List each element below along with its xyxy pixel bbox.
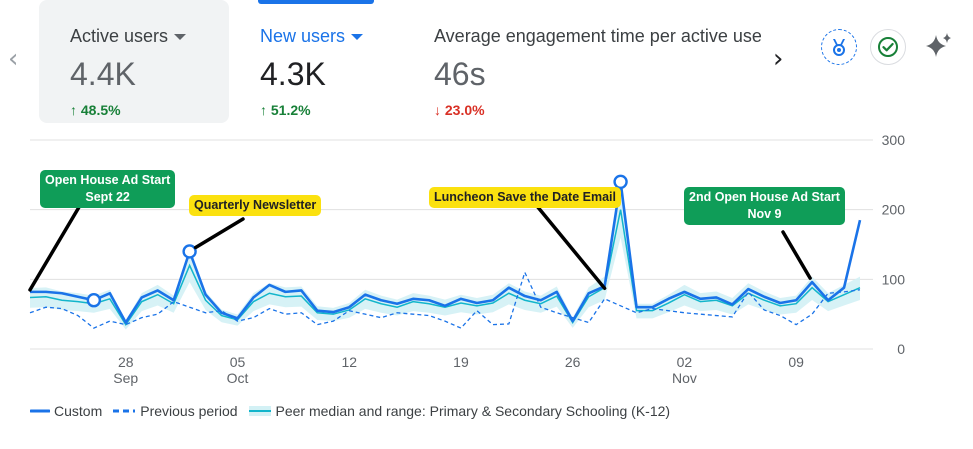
- metric-label[interactable]: Active users: [70, 26, 187, 47]
- x-tick-label: 12: [341, 354, 357, 370]
- leader-newsletter: [193, 217, 245, 250]
- metric-label: Average engagement time per active use: [434, 26, 761, 46]
- check-circle-icon[interactable]: [870, 29, 906, 65]
- legend-item-custom[interactable]: Custom: [30, 403, 102, 419]
- annotation-open-house: Open House Ad Start Sept 22: [40, 170, 176, 208]
- x-tick-label: 19: [453, 354, 469, 370]
- x-tick-label: 09: [788, 354, 804, 370]
- series-custom: [30, 180, 862, 324]
- legend-dashed-swatch: [113, 409, 136, 413]
- x-tick-month-label: Nov: [672, 370, 697, 386]
- metric-card-new-users[interactable]: New users 4.3K ↑ 51.2%: [229, 0, 419, 123]
- legend-solid-swatch: [30, 409, 50, 413]
- chart-legend: Custom Previous period Peer median and r…: [30, 403, 680, 419]
- arrow-up-icon: ↑: [70, 102, 77, 118]
- metric-change: ↑ 51.2%: [260, 102, 311, 118]
- x-tick-label: 02: [677, 354, 693, 370]
- x-tick-label: 28: [118, 354, 134, 370]
- metric-value: 4.3K: [260, 56, 326, 92]
- leader-luncheon: [530, 198, 607, 291]
- y-tick-label: 0: [897, 341, 905, 357]
- arrow-up-icon: ↑: [260, 102, 267, 118]
- chart-markers: [86, 174, 628, 308]
- selected-tab-indicator: [258, 0, 374, 4]
- x-tick-month-label: Sep: [113, 370, 138, 386]
- peer-range-area: [30, 184, 860, 330]
- y-tick-label: 300: [882, 132, 906, 148]
- data-point-marker: [613, 174, 628, 189]
- chevron-down-icon: [174, 34, 187, 41]
- metric-card-engagement-time[interactable]: Average engagement time per active use 4…: [419, 0, 761, 123]
- series-peer-median: [29, 209, 861, 326]
- series-previous-period: [29, 270, 861, 329]
- metric-card-active-users[interactable]: Active users 4.4K ↑ 48.5%: [39, 0, 229, 123]
- scroll-left-icon[interactable]: ‹: [8, 44, 19, 74]
- data-point-marker: [86, 293, 102, 308]
- metric-change: ↑ 48.5%: [70, 102, 121, 118]
- annotation-luncheon-email: Luncheon Save the Date Email: [429, 187, 621, 208]
- legend-item-previous-period[interactable]: Previous period: [112, 403, 238, 419]
- metric-change: ↓ 23.0%: [434, 102, 485, 118]
- y-axis-ticks: 0 100 200 300: [882, 132, 906, 357]
- metric-label[interactable]: New users: [260, 26, 364, 47]
- leader-second-open-house: [781, 230, 812, 280]
- annotation-second-open-house: 2nd Open House Ad Start Nov 9: [684, 187, 845, 225]
- metric-value: 4.4K: [70, 56, 136, 92]
- annotation-quarterly-newsletter: Quarterly Newsletter: [189, 195, 322, 216]
- x-tick-label: 26: [565, 354, 581, 370]
- legend-item-peer[interactable]: Peer median and range: Primary & Seconda…: [248, 403, 670, 419]
- metric-value: 46s: [434, 56, 486, 92]
- leader-open-house: [28, 195, 87, 292]
- chart-series: [29, 180, 862, 329]
- chevron-down-icon: [351, 34, 364, 41]
- badge-icon[interactable]: [821, 29, 857, 65]
- x-tick-month-label: Oct: [227, 370, 249, 386]
- y-tick-label: 200: [882, 202, 906, 218]
- scroll-right-icon[interactable]: ›: [773, 44, 784, 74]
- annotation-leader-lines: [28, 195, 812, 292]
- data-point-marker: [182, 244, 197, 259]
- legend-band-swatch: [248, 406, 271, 416]
- peer-range-band: [30, 184, 860, 330]
- x-tick-label: 05: [230, 354, 246, 370]
- arrow-down-icon: ↓: [434, 102, 441, 118]
- y-tick-label: 100: [882, 271, 906, 287]
- sparkle-icon[interactable]: [922, 29, 956, 63]
